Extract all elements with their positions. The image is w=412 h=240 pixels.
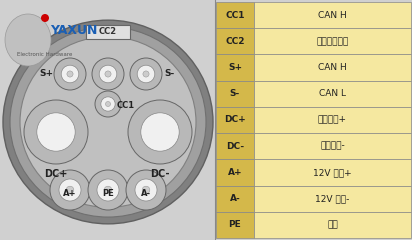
Circle shape — [130, 58, 162, 90]
Bar — [216, 2, 254, 28]
Text: S-: S- — [230, 89, 240, 98]
Bar — [254, 186, 411, 212]
Bar — [216, 133, 254, 159]
Text: Electronic Hardware: Electronic Hardware — [17, 52, 73, 56]
Circle shape — [67, 71, 73, 77]
Text: 12V 电源-: 12V 电源- — [315, 194, 350, 203]
Bar — [216, 28, 254, 54]
Text: 车地: 车地 — [327, 220, 338, 229]
Text: CC2: CC2 — [225, 37, 245, 46]
Bar — [254, 133, 411, 159]
Text: A+: A+ — [63, 188, 77, 198]
Ellipse shape — [20, 37, 196, 207]
Circle shape — [95, 91, 121, 117]
Circle shape — [142, 186, 150, 194]
Text: CAN H: CAN H — [318, 63, 347, 72]
Circle shape — [128, 100, 192, 164]
Circle shape — [135, 179, 157, 201]
Bar — [254, 107, 411, 133]
Text: CC1: CC1 — [117, 102, 135, 110]
Circle shape — [137, 65, 155, 83]
Bar — [254, 2, 411, 28]
Circle shape — [105, 71, 111, 77]
Circle shape — [97, 179, 119, 201]
Circle shape — [54, 58, 86, 90]
Circle shape — [126, 170, 166, 210]
Text: DC+: DC+ — [224, 115, 246, 125]
Circle shape — [104, 186, 112, 194]
Bar — [216, 212, 254, 238]
Bar — [254, 81, 411, 107]
Text: A+: A+ — [228, 168, 242, 177]
Bar — [216, 107, 254, 133]
Bar — [216, 186, 254, 212]
Text: A-: A- — [141, 188, 151, 198]
Text: DC-: DC- — [150, 169, 170, 179]
Circle shape — [92, 58, 124, 90]
Text: 充电输入+: 充电输入+ — [318, 115, 347, 125]
Circle shape — [101, 97, 115, 111]
Bar — [86, 25, 130, 39]
Circle shape — [143, 71, 149, 77]
Bar — [216, 81, 254, 107]
Circle shape — [66, 186, 74, 194]
Ellipse shape — [5, 14, 51, 66]
Bar — [254, 54, 411, 81]
Text: S+: S+ — [39, 70, 53, 78]
Text: PE: PE — [102, 188, 114, 198]
Circle shape — [24, 100, 88, 164]
Ellipse shape — [3, 20, 213, 224]
Text: CAN H: CAN H — [318, 11, 347, 20]
Bar — [254, 159, 411, 186]
Bar — [216, 159, 254, 186]
Text: 充电连接确认: 充电连接确认 — [316, 37, 349, 46]
Circle shape — [105, 102, 110, 107]
Bar — [254, 28, 411, 54]
Text: DC+: DC+ — [44, 169, 68, 179]
Ellipse shape — [10, 27, 206, 217]
Text: PE: PE — [229, 220, 241, 229]
Circle shape — [141, 113, 179, 151]
Text: CC1: CC1 — [225, 11, 245, 20]
Circle shape — [41, 14, 49, 22]
Text: YAXUN: YAXUN — [50, 24, 97, 36]
Bar — [216, 54, 254, 81]
Text: 充电输入-: 充电输入- — [320, 142, 345, 151]
Text: A-: A- — [229, 194, 240, 203]
Circle shape — [37, 113, 75, 151]
Text: CAN L: CAN L — [319, 89, 346, 98]
Circle shape — [99, 65, 117, 83]
Bar — [254, 212, 411, 238]
Text: DC-: DC- — [226, 142, 244, 151]
Text: S-: S- — [165, 70, 175, 78]
Circle shape — [61, 65, 79, 83]
Circle shape — [50, 170, 90, 210]
Text: CC2: CC2 — [99, 27, 117, 36]
Text: S+: S+ — [228, 63, 242, 72]
Circle shape — [88, 170, 128, 210]
Text: 12V 电源+: 12V 电源+ — [313, 168, 352, 177]
Circle shape — [59, 179, 81, 201]
